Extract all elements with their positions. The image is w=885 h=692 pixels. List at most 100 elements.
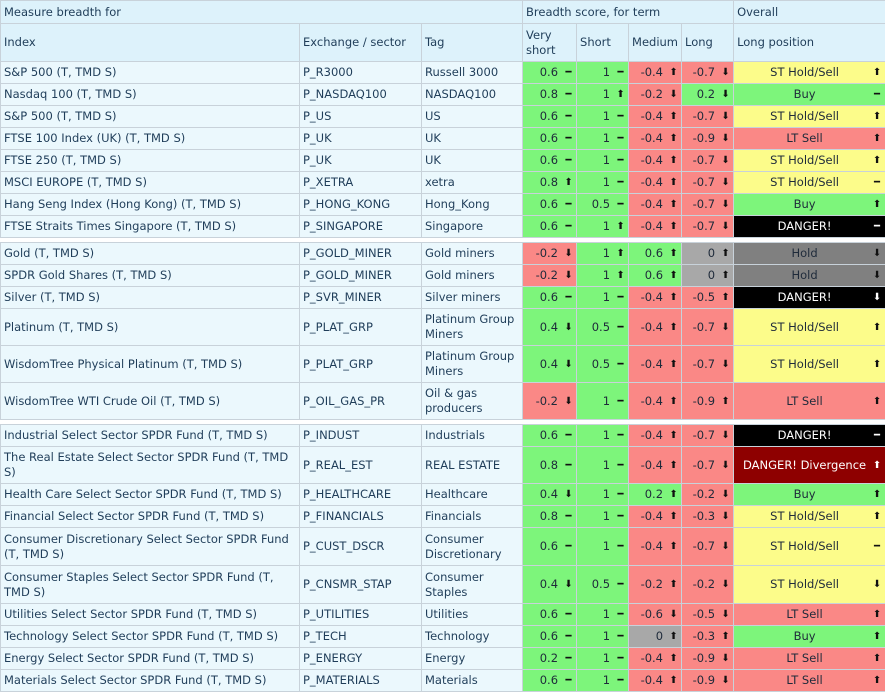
tag-cell: US [422,106,523,128]
long-position-cell: ST Hold/Sell⬆ [734,150,885,172]
very-short-column-header: Very short [523,24,577,62]
very-short-score: 0.4 [526,487,564,502]
arrow-down-icon: ⬇ [721,65,730,80]
flat-dash-icon: ━ [872,539,882,554]
medium-score: 0.6 [632,268,669,283]
arrow-up-icon: ⬆ [721,629,730,644]
long-position-label: Buy [737,87,872,102]
arrow-down-icon: ⬇ [721,153,730,168]
table-row[interactable]: Energy Select Sector SPDR Fund (T, TMD S… [1,648,885,670]
very-short-score-cell: 0.8⬆ [523,172,577,194]
long-score: 0 [685,246,721,261]
long-position-cell: ST Hold/Sell⬆ [734,106,885,128]
long-score-cell: -0.9⬇ [682,648,734,670]
very-short-score: 0.8 [526,87,564,102]
medium-score-cell: 0.6⬆ [629,265,682,287]
arrow-down-icon: ⬇ [721,539,730,554]
medium-score-cell: -0.4⬆ [629,506,682,528]
index-cell: Materials Select Sector SPDR Fund (T, TM… [1,670,300,692]
arrow-up-icon: ⬆ [872,65,882,80]
arrow-up-icon: ⬆ [669,153,678,168]
arrow-down-icon: ⬇ [872,268,882,283]
short-score-cell: 1━ [577,484,629,506]
flat-dash-icon: ━ [616,109,625,124]
tag-cell: Hong_Kong [422,194,523,216]
table-row[interactable]: Industrial Select Sector SPDR Fund (T, T… [1,425,885,447]
long-score: -0.9 [685,673,721,688]
medium-score: -0.4 [632,357,669,372]
table-row[interactable]: The Real Estate Select Sector SPDR Fund … [1,447,885,484]
short-score: 1 [580,290,616,305]
long-score-cell: -0.2⬇ [682,566,734,604]
short-score: 1 [580,539,616,554]
tag-cell: Consumer Staples [422,566,523,604]
flat-dash-icon: ━ [872,87,882,102]
long-score-cell: 0⬆ [682,243,734,265]
table-row[interactable]: Utilities Select Sector SPDR Fund (T, TM… [1,604,885,626]
very-short-score-cell: 0.6━ [523,287,577,309]
short-score: 1 [580,607,616,622]
long-score: -0.3 [685,509,721,524]
very-short-score: 0.8 [526,509,564,524]
arrow-up-icon: ⬆ [669,539,678,554]
short-score: 0.5 [580,320,616,335]
medium-score-cell: -0.4⬆ [629,106,682,128]
long-score: -0.7 [685,458,721,473]
table-row[interactable]: Materials Select Sector SPDR Fund (T, TM… [1,670,885,692]
exchange-cell: P_CUST_DSCR [300,528,422,566]
tag-column-header: Tag [422,24,523,62]
table-row[interactable]: Hang Seng Index (Hong Kong) (T, TMD S)P_… [1,194,885,216]
arrow-up-icon: ⬆ [669,197,678,212]
arrow-up-icon: ⬆ [616,219,625,234]
table-row[interactable]: WisdomTree WTI Crude Oil (T, TMD S)P_OIL… [1,383,885,420]
very-short-score: 0.6 [526,607,564,622]
table-row[interactable]: Technology Select Sector SPDR Fund (T, T… [1,626,885,648]
table-row[interactable]: FTSE Straits Times Singapore (T, TMD S)P… [1,216,885,238]
very-short-score: 0.6 [526,197,564,212]
arrow-up-icon: ⬆ [669,428,678,443]
long-score: -0.9 [685,651,721,666]
table-row[interactable]: Financial Select Sector SPDR Fund (T, TM… [1,506,885,528]
long-score: -0.7 [685,539,721,554]
very-short-score-cell: 0.2━ [523,648,577,670]
very-short-score: 0.4 [526,320,564,335]
arrow-up-icon: ⬆ [616,246,625,261]
very-short-score-cell: 0.6━ [523,425,577,447]
arrow-up-icon: ⬆ [669,290,678,305]
very-short-score-cell: -0.2⬇ [523,383,577,420]
table-row[interactable]: Health Care Select Sector SPDR Fund (T, … [1,484,885,506]
arrow-up-icon: ⬆ [872,197,882,212]
long-position-label: ST Hold/Sell [737,509,872,524]
short-score: 1 [580,428,616,443]
table-row[interactable]: WisdomTree Physical Platinum (T, TMD S)P… [1,346,885,383]
arrow-down-icon: ⬇ [721,428,730,443]
medium-score-cell: -0.6⬇ [629,604,682,626]
arrow-up-icon: ⬆ [872,357,882,372]
exchange-cell: P_R3000 [300,62,422,84]
short-score: 1 [580,629,616,644]
arrow-up-icon: ⬆ [669,219,678,234]
tag-cell: Platinum Group Miners [422,309,523,346]
long-position-cell: LT Sell⬆ [734,648,885,670]
arrow-up-icon: ⬆ [669,268,678,283]
arrow-down-icon: ⬇ [564,394,573,409]
index-cell: MSCI EUROPE (T, TMD S) [1,172,300,194]
index-cell: Utilities Select Sector SPDR Fund (T, TM… [1,604,300,626]
medium-score: -0.4 [632,219,669,234]
short-score: 1 [580,458,616,473]
long-position-cell: Buy⬆ [734,484,885,506]
index-cell: WisdomTree Physical Platinum (T, TMD S) [1,346,300,383]
table-row[interactable]: Consumer Discretionary Select Sector SPD… [1,528,885,566]
table-row[interactable]: Consumer Staples Select Sector SPDR Fund… [1,566,885,604]
exchange-cell: P_PLAT_GRP [300,346,422,383]
